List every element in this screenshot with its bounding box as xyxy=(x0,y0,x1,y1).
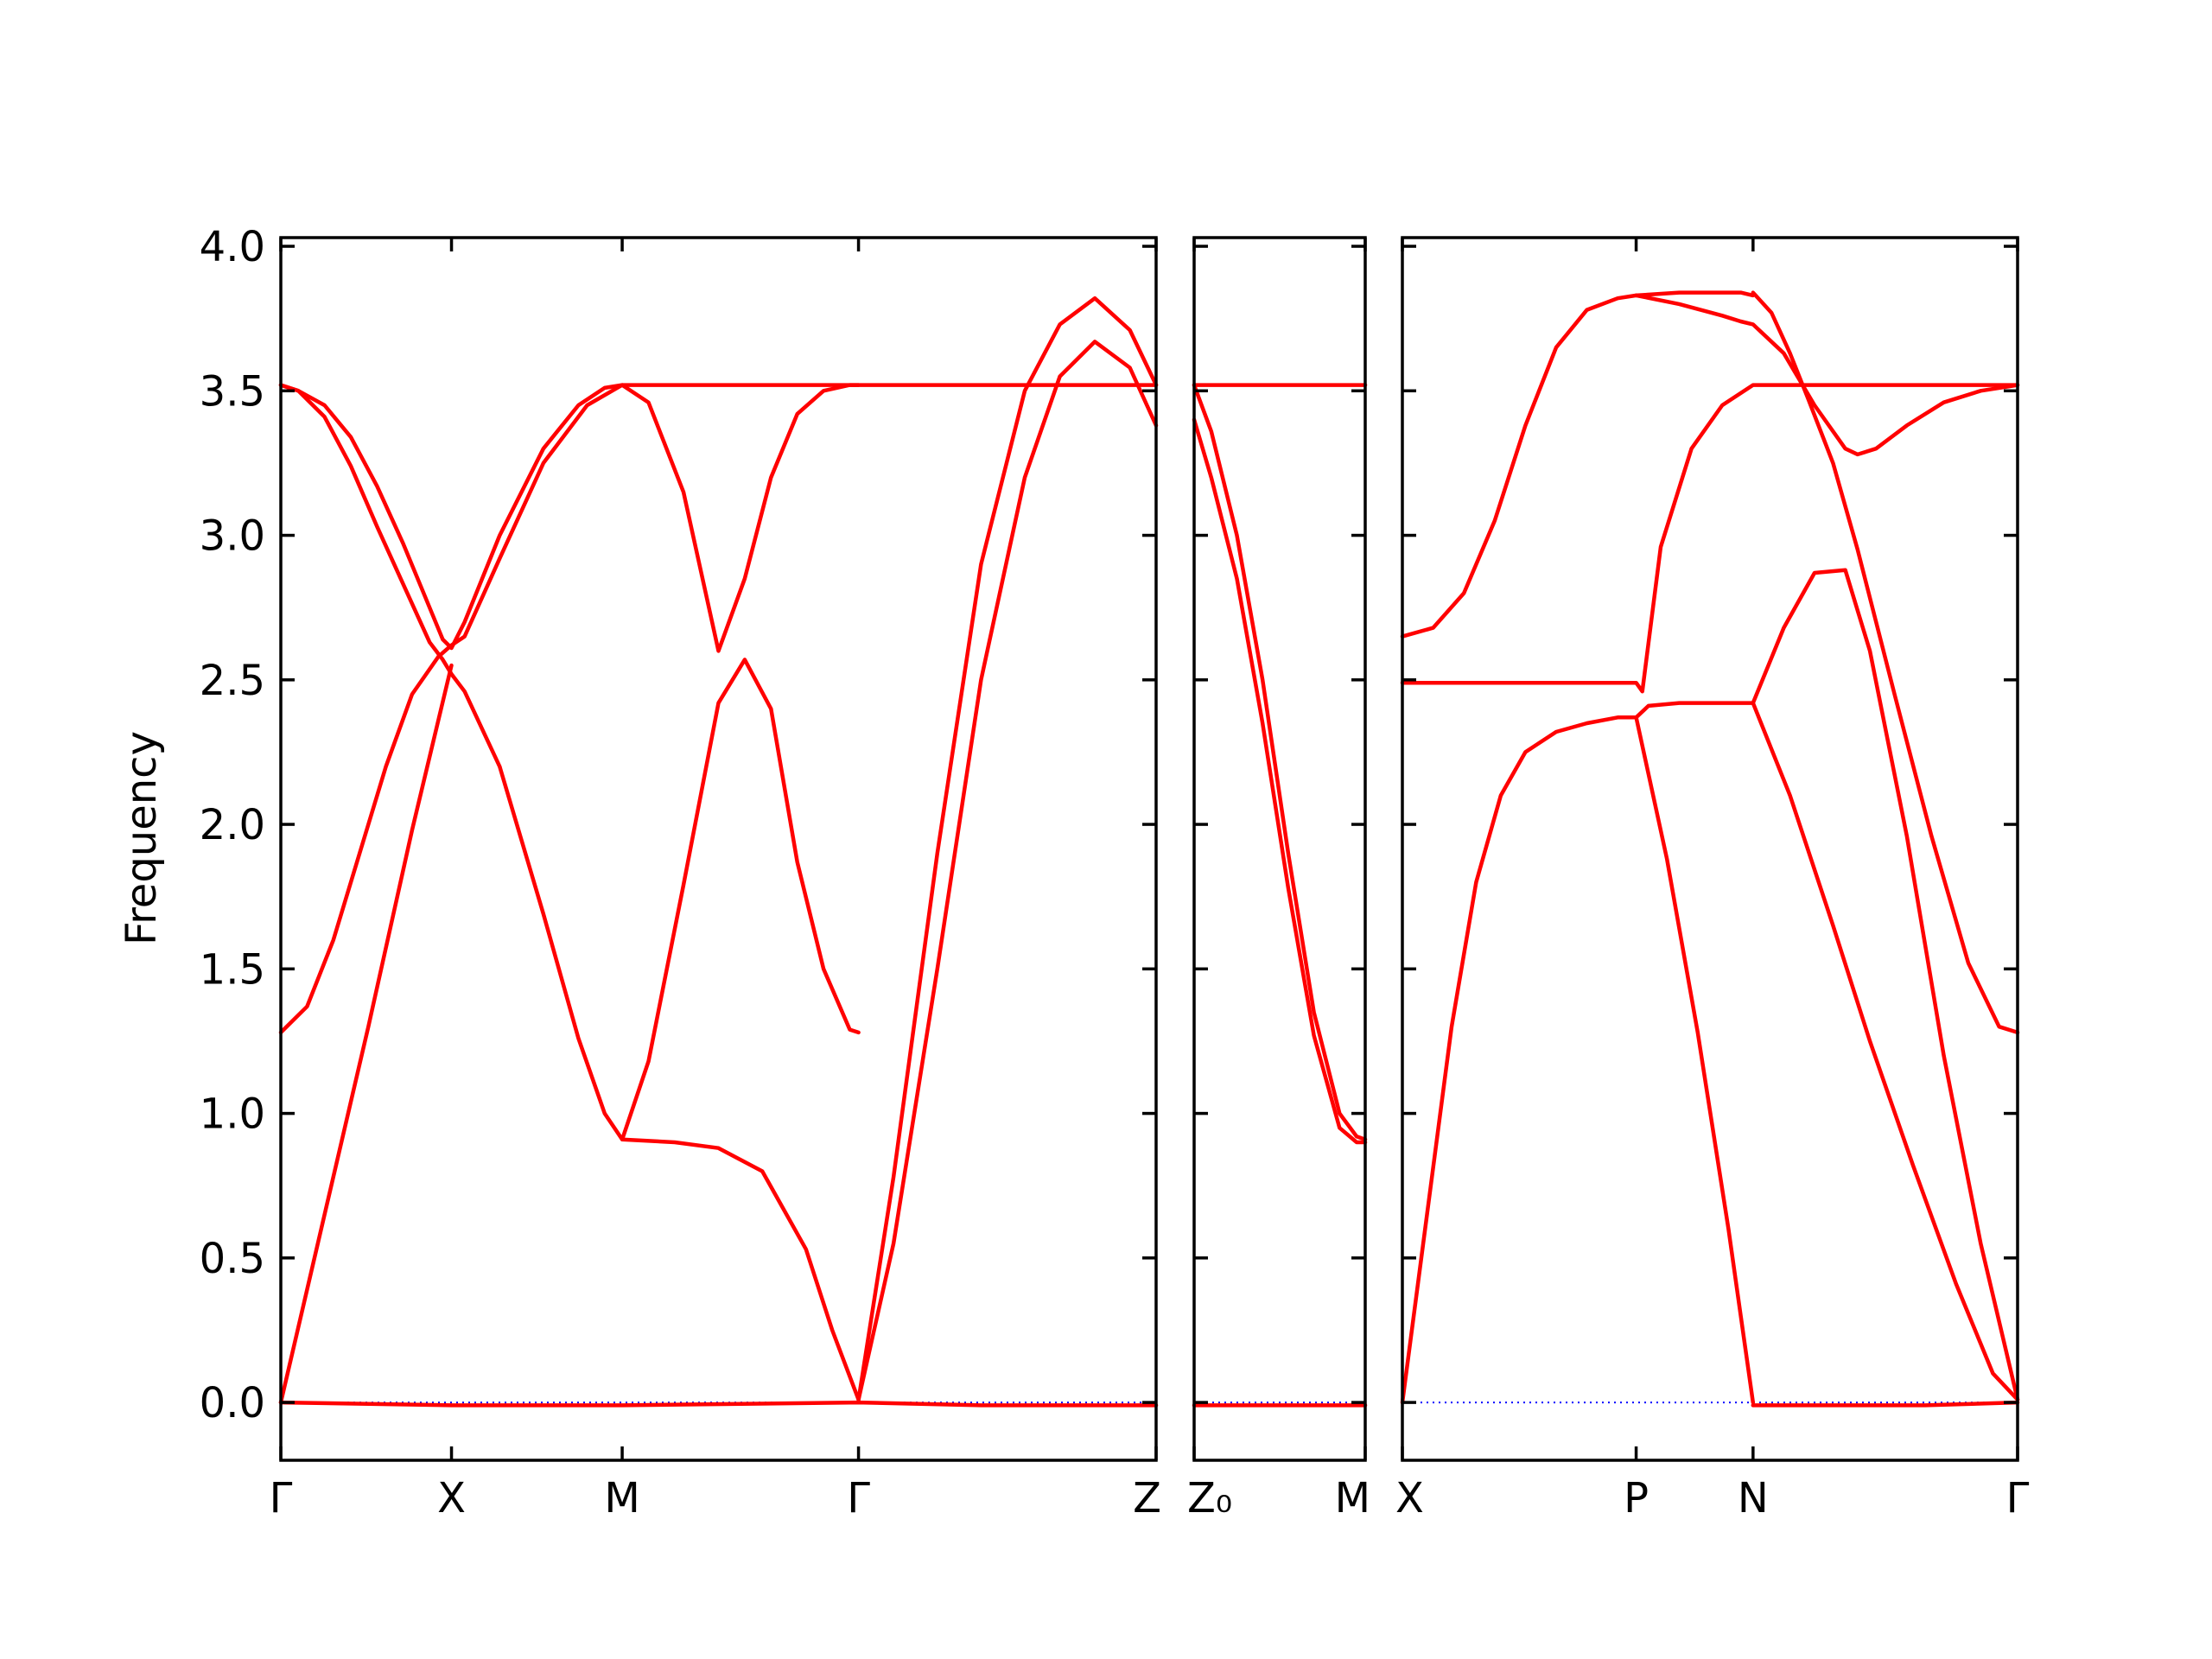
band-line xyxy=(1634,290,1756,298)
band-line xyxy=(278,383,861,653)
x-tick-label: M xyxy=(1335,1474,1370,1522)
x-tick-label: Γ xyxy=(847,1474,870,1522)
band-line xyxy=(1634,568,2020,1402)
y-axis-title: Frequency xyxy=(118,731,166,945)
band-line xyxy=(1192,417,1368,1145)
y-tick-label: 3.0 xyxy=(200,512,265,561)
band-line xyxy=(1192,383,1368,1141)
x-tick-label: Z₀ xyxy=(1187,1474,1232,1522)
x-tick-label: Z xyxy=(1133,1474,1161,1522)
band-line xyxy=(1751,701,2020,1402)
band-line xyxy=(1634,293,2020,457)
x-tick-label: P xyxy=(1624,1474,1649,1522)
x-tick-label: M xyxy=(604,1474,639,1522)
band-line xyxy=(620,1137,861,1402)
x-tick-label: Γ xyxy=(270,1474,293,1522)
band-line xyxy=(278,1400,1159,1408)
band-line xyxy=(1400,383,2020,694)
x-tick-label: N xyxy=(1738,1474,1769,1522)
x-tick-label: X xyxy=(437,1474,466,1522)
panel-frame xyxy=(1401,236,2019,1462)
y-tick-label: 0.5 xyxy=(200,1235,265,1283)
y-tick-label: 4.0 xyxy=(200,223,265,271)
panel-2: Z₀ M xyxy=(1187,236,1370,1522)
band-line xyxy=(1751,1400,2020,1408)
band-line xyxy=(856,296,1159,1402)
x-tick-label: X xyxy=(1395,1474,1424,1522)
band-line xyxy=(278,663,454,1405)
y-tick-label: 2.5 xyxy=(200,657,265,705)
band-line xyxy=(278,383,625,1035)
y-tick-label: 3.5 xyxy=(200,367,265,416)
y-tick-label: 2.0 xyxy=(200,801,265,849)
band-line xyxy=(1400,715,1638,1405)
y-tick-label: 0.0 xyxy=(200,1379,265,1427)
panels-layer: 0.00.51.01.52.02.53.03.54.0Γ X M Γ Z Z₀ M X P N Γ xyxy=(200,223,2030,1522)
band-line xyxy=(1751,290,2020,1035)
band-line xyxy=(1634,715,1756,1405)
y-tick-label: 1.0 xyxy=(200,1090,265,1139)
panel-frame xyxy=(1192,236,1367,1462)
band-line xyxy=(856,340,1159,1402)
x-tick-label: Γ xyxy=(2006,1474,2030,1522)
band-line xyxy=(1400,293,1638,639)
y-tick-label: 1.5 xyxy=(200,945,265,994)
panel-1: 0.0 0.5 1.0 1.5 2.0 2.5 3.0 3.5 4.0 Γ X M Γ Z xyxy=(200,223,1161,1522)
panel-frame xyxy=(279,236,1158,1462)
band-line xyxy=(278,383,861,1141)
